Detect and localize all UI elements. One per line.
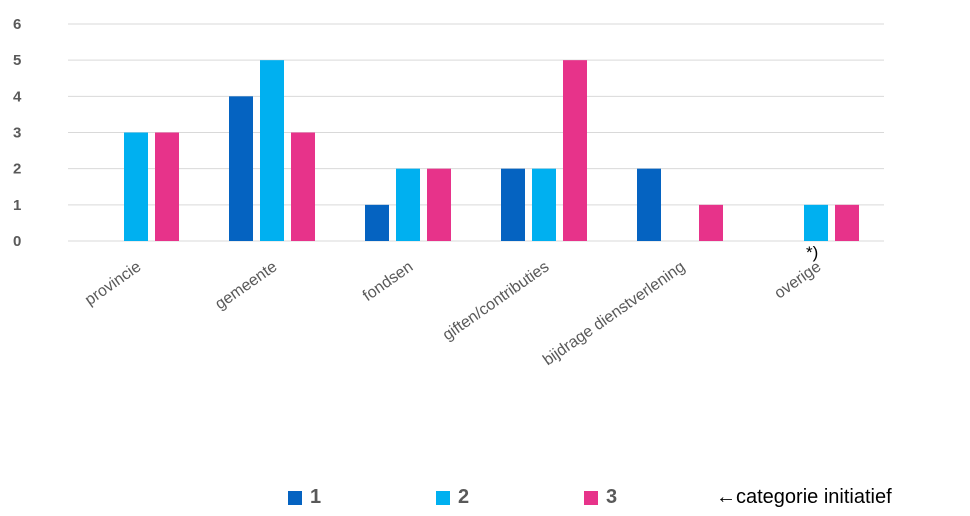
bar-series-2 xyxy=(260,60,284,241)
x-tick-label: provincie xyxy=(82,258,144,309)
bar-series-2 xyxy=(396,168,420,241)
legend-label-1: 1 xyxy=(310,486,322,508)
y-tick-label: 2 xyxy=(13,161,21,178)
x-tick-label: giften/contributies xyxy=(440,258,552,344)
legend-label-2: 2 xyxy=(458,486,470,508)
x-axis-ticks: provincie gemeente fondsen giften/contribut… xyxy=(82,258,824,369)
legend-item-3: 3 xyxy=(584,486,617,509)
bar-series-3 xyxy=(699,204,723,241)
bar-series-3 xyxy=(563,60,587,241)
bar-series-1 xyxy=(637,168,661,241)
bar-series-3 xyxy=(427,168,451,241)
legend-item-2: 2 xyxy=(436,486,469,509)
y-tick-label: 4 xyxy=(13,88,22,105)
x-tick-label: bijdrage dienstverlening xyxy=(540,258,688,369)
x-tick-label: fondsen xyxy=(360,258,416,305)
y-tick-label: 5 xyxy=(13,52,21,69)
bar-series-2 xyxy=(804,204,828,241)
x-tick-label: gemeente xyxy=(212,258,280,313)
footnote-marker: *) xyxy=(806,243,818,262)
y-tick-label: 6 xyxy=(13,16,21,33)
legend-swatch-3 xyxy=(584,490,598,505)
bar-chart: 0 1 2 3 4 5 6 provincie gemeente fondsen giften/c… xyxy=(13,16,884,369)
legend-item-1: 1 xyxy=(288,486,321,509)
bar-series-1 xyxy=(501,168,525,241)
legend: 1 2 3 xyxy=(0,486,970,512)
bar-series-3 xyxy=(835,204,859,241)
y-tick-label: 3 xyxy=(13,125,21,142)
legend-category-note: ←categorie initiatief xyxy=(716,486,892,508)
bars xyxy=(124,60,859,241)
bar-series-3 xyxy=(155,132,179,241)
legend-swatch-1 xyxy=(288,490,302,505)
legend-label-3: 3 xyxy=(606,486,618,508)
bar-series-1 xyxy=(365,204,389,241)
y-tick-label: 1 xyxy=(13,197,21,214)
x-tick-label: overige xyxy=(772,258,825,302)
legend-swatch-2 xyxy=(436,490,450,505)
bar-series-3 xyxy=(291,132,315,241)
y-tick-label: 0 xyxy=(13,233,21,250)
bar-series-2 xyxy=(124,132,148,241)
gridlines xyxy=(68,23,884,242)
bar-series-1 xyxy=(229,96,253,241)
bar-series-2 xyxy=(532,168,556,241)
y-axis-ticks: 0 1 2 3 4 5 6 xyxy=(13,16,22,250)
